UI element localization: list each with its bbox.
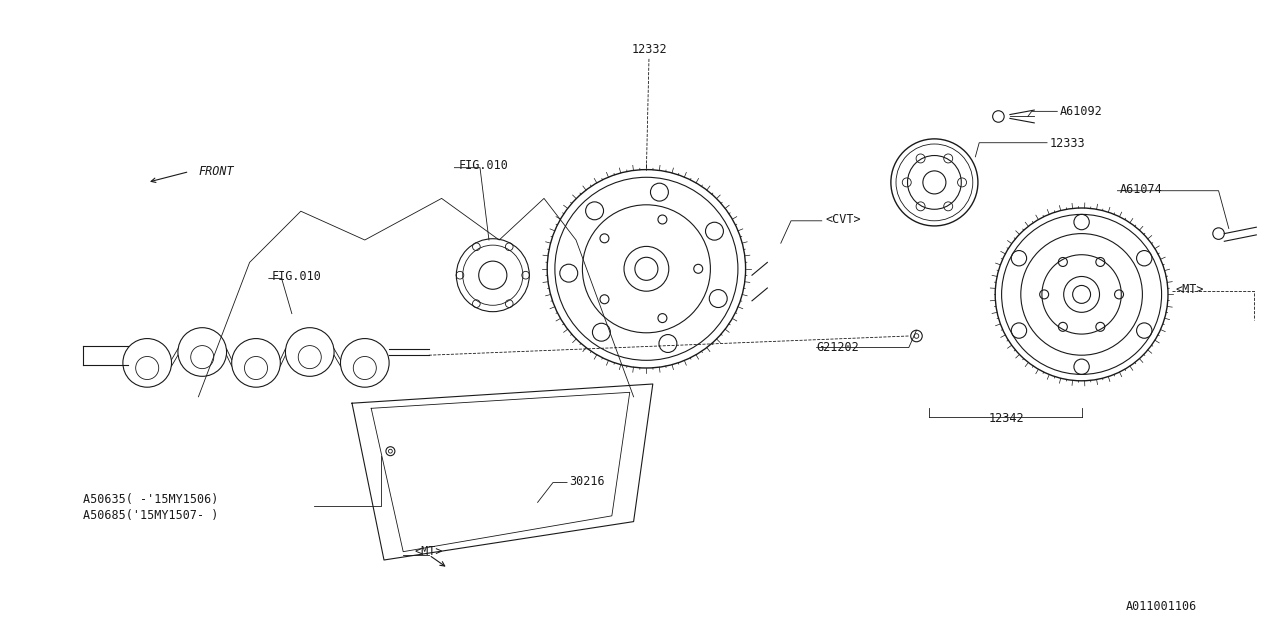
Text: A011001106: A011001106	[1125, 600, 1197, 612]
Text: A61074: A61074	[1120, 183, 1162, 196]
Text: A50635( -'15MY1506): A50635( -'15MY1506)	[83, 493, 219, 506]
Text: 12342: 12342	[988, 412, 1024, 424]
Text: FIG.010: FIG.010	[458, 159, 508, 172]
Text: A50685('15MY1507- ): A50685('15MY1507- )	[83, 509, 219, 522]
Text: FRONT: FRONT	[198, 165, 234, 178]
Text: 12332: 12332	[631, 44, 667, 56]
Text: A61092: A61092	[1060, 105, 1102, 118]
Text: <MT>: <MT>	[1175, 284, 1203, 296]
Text: 12333: 12333	[1050, 137, 1085, 150]
Text: 30216: 30216	[570, 476, 605, 488]
Text: <CVT>: <CVT>	[826, 213, 861, 226]
Text: <MT>: <MT>	[415, 545, 443, 558]
Text: FIG.010: FIG.010	[271, 270, 321, 283]
Text: G21202: G21202	[817, 341, 859, 354]
